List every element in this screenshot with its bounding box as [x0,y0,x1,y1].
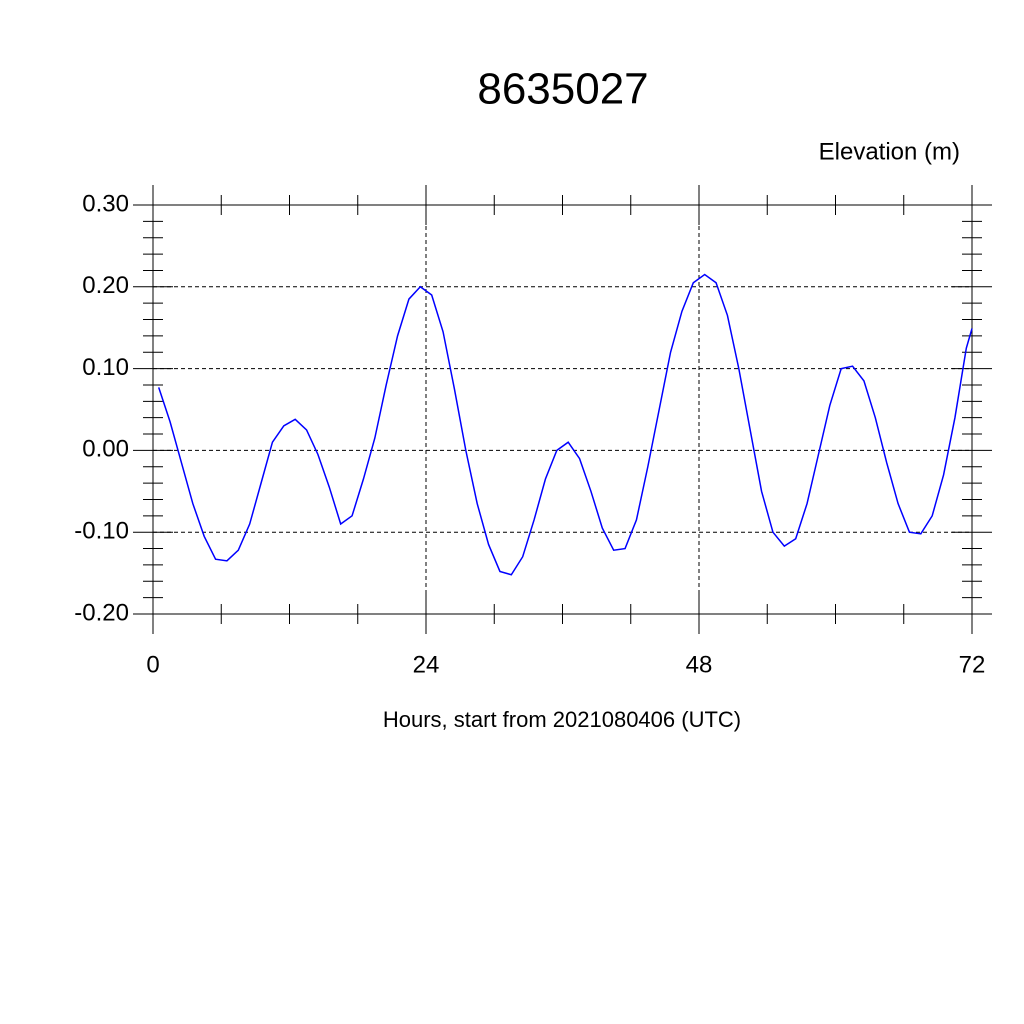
x-axis-label: Hours, start from 2021080406 (UTC) [383,707,741,732]
x-tick-label: 48 [686,651,713,678]
chart-title: 8635027 [477,65,648,114]
y-tick-label: -0.20 [74,599,129,626]
x-tick-label: 72 [959,651,986,678]
x-tick-label: 24 [413,651,440,678]
x-tick-label: 0 [146,651,159,678]
y-axis-label: Elevation (m) [819,138,960,165]
y-tick-label: -0.10 [74,518,129,545]
y-tick-label: 0.00 [82,436,129,463]
data-line [157,273,973,576]
plot-frame [152,204,973,615]
y-tick-label: 0.20 [82,272,129,299]
y-tick-label: 0.10 [82,354,129,381]
y-tick-label: 0.30 [82,190,129,217]
